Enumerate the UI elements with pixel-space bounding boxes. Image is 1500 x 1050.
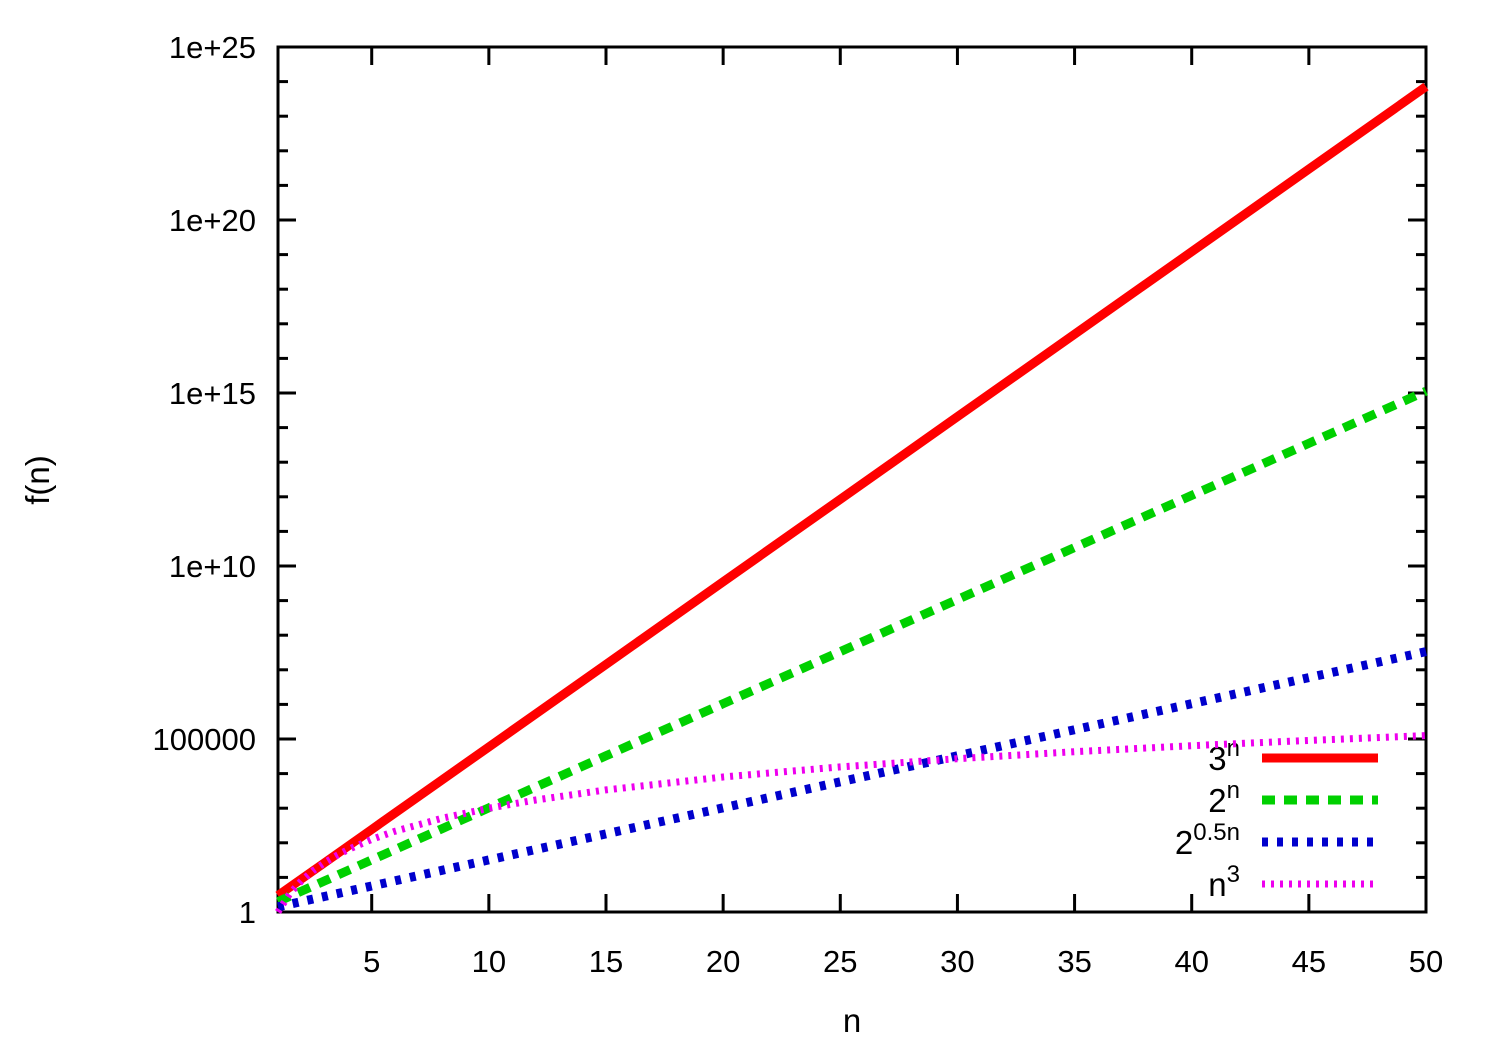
x-tick-label: 25 xyxy=(823,944,857,979)
x-tick-label: 45 xyxy=(1292,944,1326,979)
x-tick-label: 40 xyxy=(1174,944,1208,979)
y-tick-label: 100000 xyxy=(153,722,256,757)
plot-border xyxy=(276,45,1428,914)
x-tick-label: 50 xyxy=(1409,944,1443,979)
y-tick-label: 1e+25 xyxy=(169,30,256,65)
legend-label-n3: n3 xyxy=(1208,861,1240,903)
legend-label-2n: 2n xyxy=(1208,777,1240,819)
y-tick-label: 1e+10 xyxy=(169,549,256,584)
x-tick-label: 35 xyxy=(1057,944,1091,979)
y-axis-title: f(n) xyxy=(19,455,56,505)
curve-3n xyxy=(275,82,1429,900)
y-tick-label: 1e+20 xyxy=(169,203,256,238)
x-tick-label: 20 xyxy=(706,944,740,979)
x-tick-label: 10 xyxy=(472,944,506,979)
curve-205n xyxy=(277,647,1427,912)
x-tick-label: 15 xyxy=(589,944,623,979)
x-tick-label: 30 xyxy=(940,944,974,979)
x-tick-label: 5 xyxy=(363,944,380,979)
legend-label-3n: 3n xyxy=(1208,735,1240,777)
curve-2n xyxy=(276,387,1428,906)
curve-n3 xyxy=(275,732,1427,914)
y-tick-label: 1e+15 xyxy=(169,376,256,411)
legend-label-205n: 20.5n xyxy=(1175,819,1240,861)
y-tick-label: 1 xyxy=(239,895,256,930)
x-axis-title: n xyxy=(842,1002,862,1039)
